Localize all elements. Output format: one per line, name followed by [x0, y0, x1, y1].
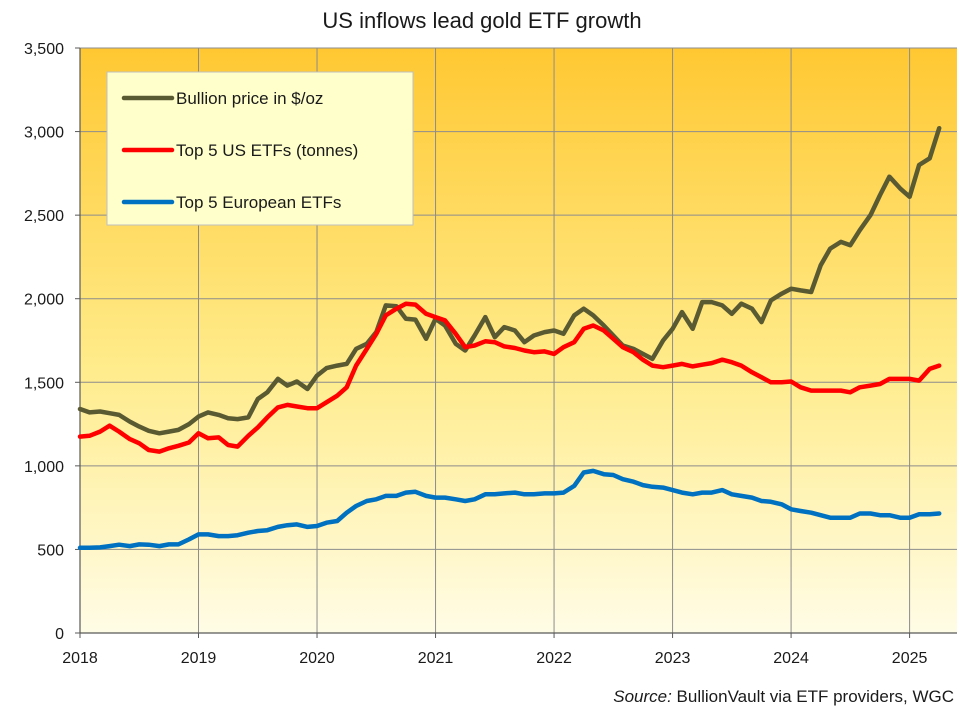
y-tick-label: 1,000 [24, 459, 64, 476]
x-tick-label: 2022 [536, 650, 572, 667]
x-tick-label: 2023 [655, 650, 691, 667]
legend-label-top-5-european-etfs: Top 5 European ETFs [176, 193, 341, 212]
y-tick-label: 2,000 [24, 292, 64, 309]
legend-label-top-5-us-etfs-tonnes: Top 5 US ETFs (tonnes) [176, 141, 358, 160]
x-tick-label: 2020 [299, 650, 335, 667]
y-tick-label: 0 [55, 626, 64, 643]
chart-title: US inflows lead gold ETF growth [322, 8, 641, 33]
source-label: Source: [613, 687, 672, 706]
x-tick-label: 2024 [773, 650, 809, 667]
x-tick-label: 2025 [892, 650, 928, 667]
legend: Bullion price in $/oz Top 5 US ETFs (tonn… [106, 71, 414, 226]
x-tick-label: 2021 [418, 650, 454, 667]
legend-label-bullion-price-in-oz: Bullion price in $/oz [176, 89, 323, 108]
y-tick-label: 3,000 [24, 125, 64, 142]
series-line-top-5-european-etfs [77, 468, 942, 551]
y-tick-label: 1,500 [24, 375, 64, 392]
y-tick-label: 500 [37, 542, 64, 559]
axes: 0 500 1,000 1,500 2,000 2,500 3,000 3,500 2018 20… [24, 41, 957, 667]
series-line-bullion-price-in-oz [77, 125, 942, 436]
x-tick-label: 2019 [181, 650, 217, 667]
source-text: BullionVault via ETF providers, WGC [672, 687, 954, 706]
y-tick-label: 3,500 [24, 41, 64, 58]
series-line-top-5-us-etfs-tonnes [77, 301, 942, 454]
y-tick-label: 2,500 [24, 208, 64, 225]
source-note: Source: BullionVault via ETF providers, … [613, 687, 954, 706]
x-tick-label: 2018 [62, 650, 98, 667]
series-lines [77, 125, 942, 551]
